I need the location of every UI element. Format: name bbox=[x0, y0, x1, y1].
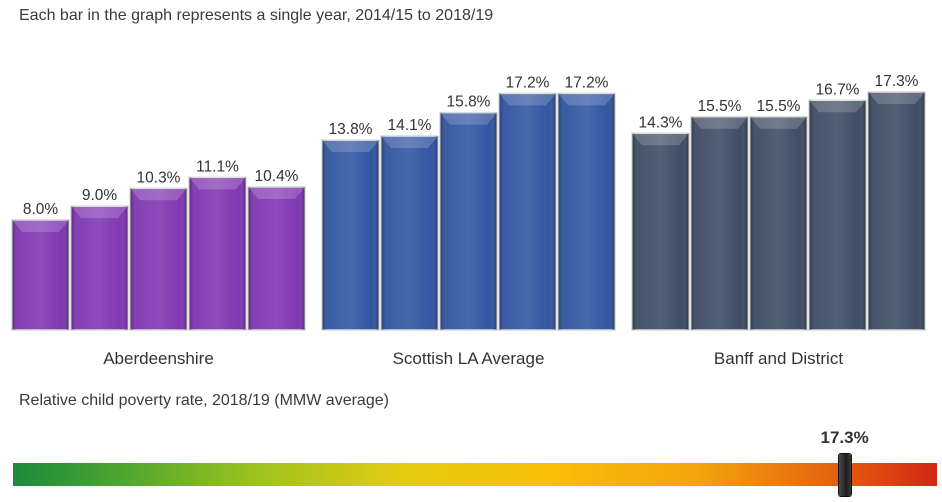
bar-chart: 8.0% 9.0% 10.3% 11.1% 10.4% Aberdeenshire 13.8… bbox=[11, 73, 926, 368]
data-label-scottish-la-average-4: 17.2% bbox=[506, 74, 550, 91]
poverty-rate-scale-bar bbox=[13, 463, 937, 486]
bar-bevel bbox=[130, 188, 187, 201]
data-label-banff-and-district-3: 15.5% bbox=[757, 98, 801, 115]
bar-bevel bbox=[381, 136, 438, 149]
data-label-scottish-la-average-3: 15.8% bbox=[447, 94, 491, 111]
data-label-scottish-la-average-1: 13.8% bbox=[329, 121, 373, 138]
data-label-aberdeenshire-1: 8.0% bbox=[23, 201, 59, 218]
bar-shading bbox=[322, 140, 379, 330]
bar-bevel bbox=[691, 116, 748, 129]
data-label-aberdeenshire-3: 10.3% bbox=[137, 169, 181, 186]
bar-shading bbox=[868, 92, 925, 330]
bar-shading bbox=[12, 219, 69, 330]
bar-bevel bbox=[868, 92, 925, 104]
data-label-aberdeenshire-4: 11.1% bbox=[196, 158, 239, 175]
data-label-banff-and-district-2: 15.5% bbox=[698, 98, 742, 115]
data-label-banff-and-district-4: 16.7% bbox=[816, 81, 860, 98]
bar-bevel bbox=[558, 93, 615, 106]
bar-bevel bbox=[248, 186, 305, 199]
scale-caption: Relative child poverty rate, 2018/19 (MM… bbox=[19, 392, 389, 409]
bar-bevel bbox=[632, 133, 689, 146]
data-label-scottish-la-average-5: 17.2% bbox=[565, 74, 609, 91]
bar-shading bbox=[632, 133, 689, 330]
bar-bevel bbox=[750, 116, 807, 129]
bar-bevel bbox=[322, 140, 379, 153]
bar-shading bbox=[381, 136, 438, 330]
bar-bevel bbox=[71, 206, 128, 219]
data-label-scottish-la-average-2: 14.1% bbox=[388, 117, 432, 134]
bar-shading bbox=[189, 177, 246, 330]
category-label-aberdeenshire: Aberdeenshire bbox=[103, 349, 214, 368]
bar-shading bbox=[71, 206, 128, 330]
bar-bevel bbox=[189, 177, 246, 190]
bar-bevel bbox=[12, 219, 69, 232]
chart-caption: Each bar in the graph represents a singl… bbox=[19, 7, 494, 24]
bar-bevel bbox=[499, 93, 556, 106]
bar-shading bbox=[691, 116, 748, 331]
category-label-scottish-la-average: Scottish LA Average bbox=[393, 349, 545, 368]
bar-shading bbox=[750, 116, 807, 331]
data-label-aberdeenshire-5: 10.4% bbox=[255, 168, 299, 185]
bar-shading bbox=[130, 188, 187, 330]
bar-bevel bbox=[809, 100, 866, 113]
data-label-aberdeenshire-2: 9.0% bbox=[82, 187, 118, 204]
bar-shading bbox=[809, 100, 866, 330]
scale-value-label: 17.3% bbox=[820, 428, 869, 447]
data-label-banff-and-district-5: 17.3% bbox=[875, 73, 919, 90]
scale-marker bbox=[838, 454, 851, 496]
data-label-banff-and-district-1: 14.3% bbox=[639, 114, 683, 131]
bar-bevel bbox=[440, 112, 497, 125]
bar-shading bbox=[499, 93, 556, 330]
bar-shading bbox=[440, 112, 497, 331]
bar-shading bbox=[558, 93, 615, 330]
category-label-banff-and-district: Banff and District bbox=[714, 349, 843, 368]
bar-shading bbox=[248, 186, 305, 330]
